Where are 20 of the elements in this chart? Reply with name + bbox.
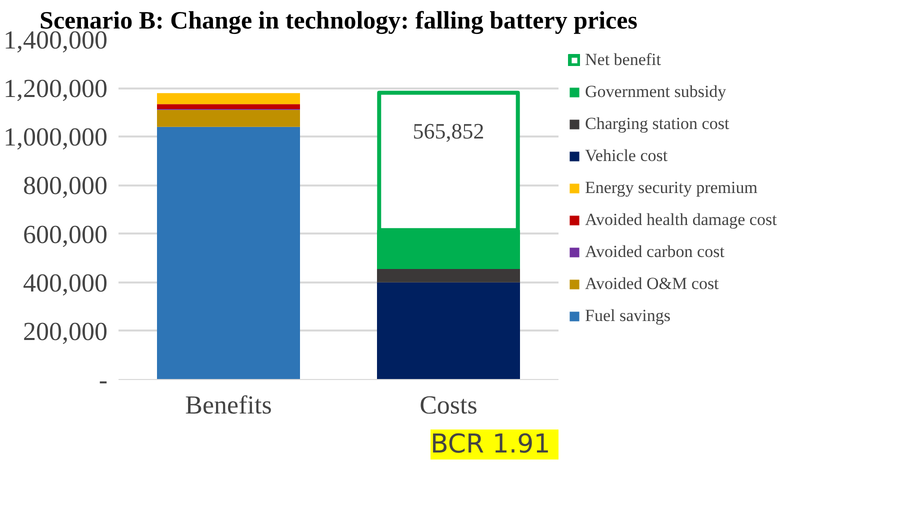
legend-label: Avoided carbon cost: [585, 241, 724, 263]
legend-label: Government subsidy: [585, 81, 726, 103]
y-tick-label: 1,200,000: [4, 74, 108, 104]
legend-label: Vehicle cost: [585, 145, 668, 167]
y-tick-label: 400,000: [23, 268, 108, 298]
x-tick-label: Costs: [420, 390, 478, 420]
y-tick-label: 800,000: [23, 171, 108, 200]
legend-label: Energy security premium: [585, 177, 758, 199]
y-tick-label: 600,000: [23, 220, 108, 249]
data-label: 565,852: [412, 118, 484, 144]
legend-label: Charging station cost: [585, 113, 730, 135]
legend-label: Fuel savings: [585, 305, 670, 327]
x-tick-label: Benefits: [185, 390, 272, 420]
y-tick-label: -: [98, 366, 108, 394]
legend-label: Net benefit: [585, 49, 661, 71]
legend-label: Avoided O&M cost: [585, 273, 719, 295]
legend-label: Avoided health damage cost: [585, 209, 777, 231]
y-tick-label: 1,000,000: [4, 122, 108, 152]
y-tick-label: 200,000: [23, 316, 108, 346]
text: BCR 1.91: [430, 430, 550, 460]
